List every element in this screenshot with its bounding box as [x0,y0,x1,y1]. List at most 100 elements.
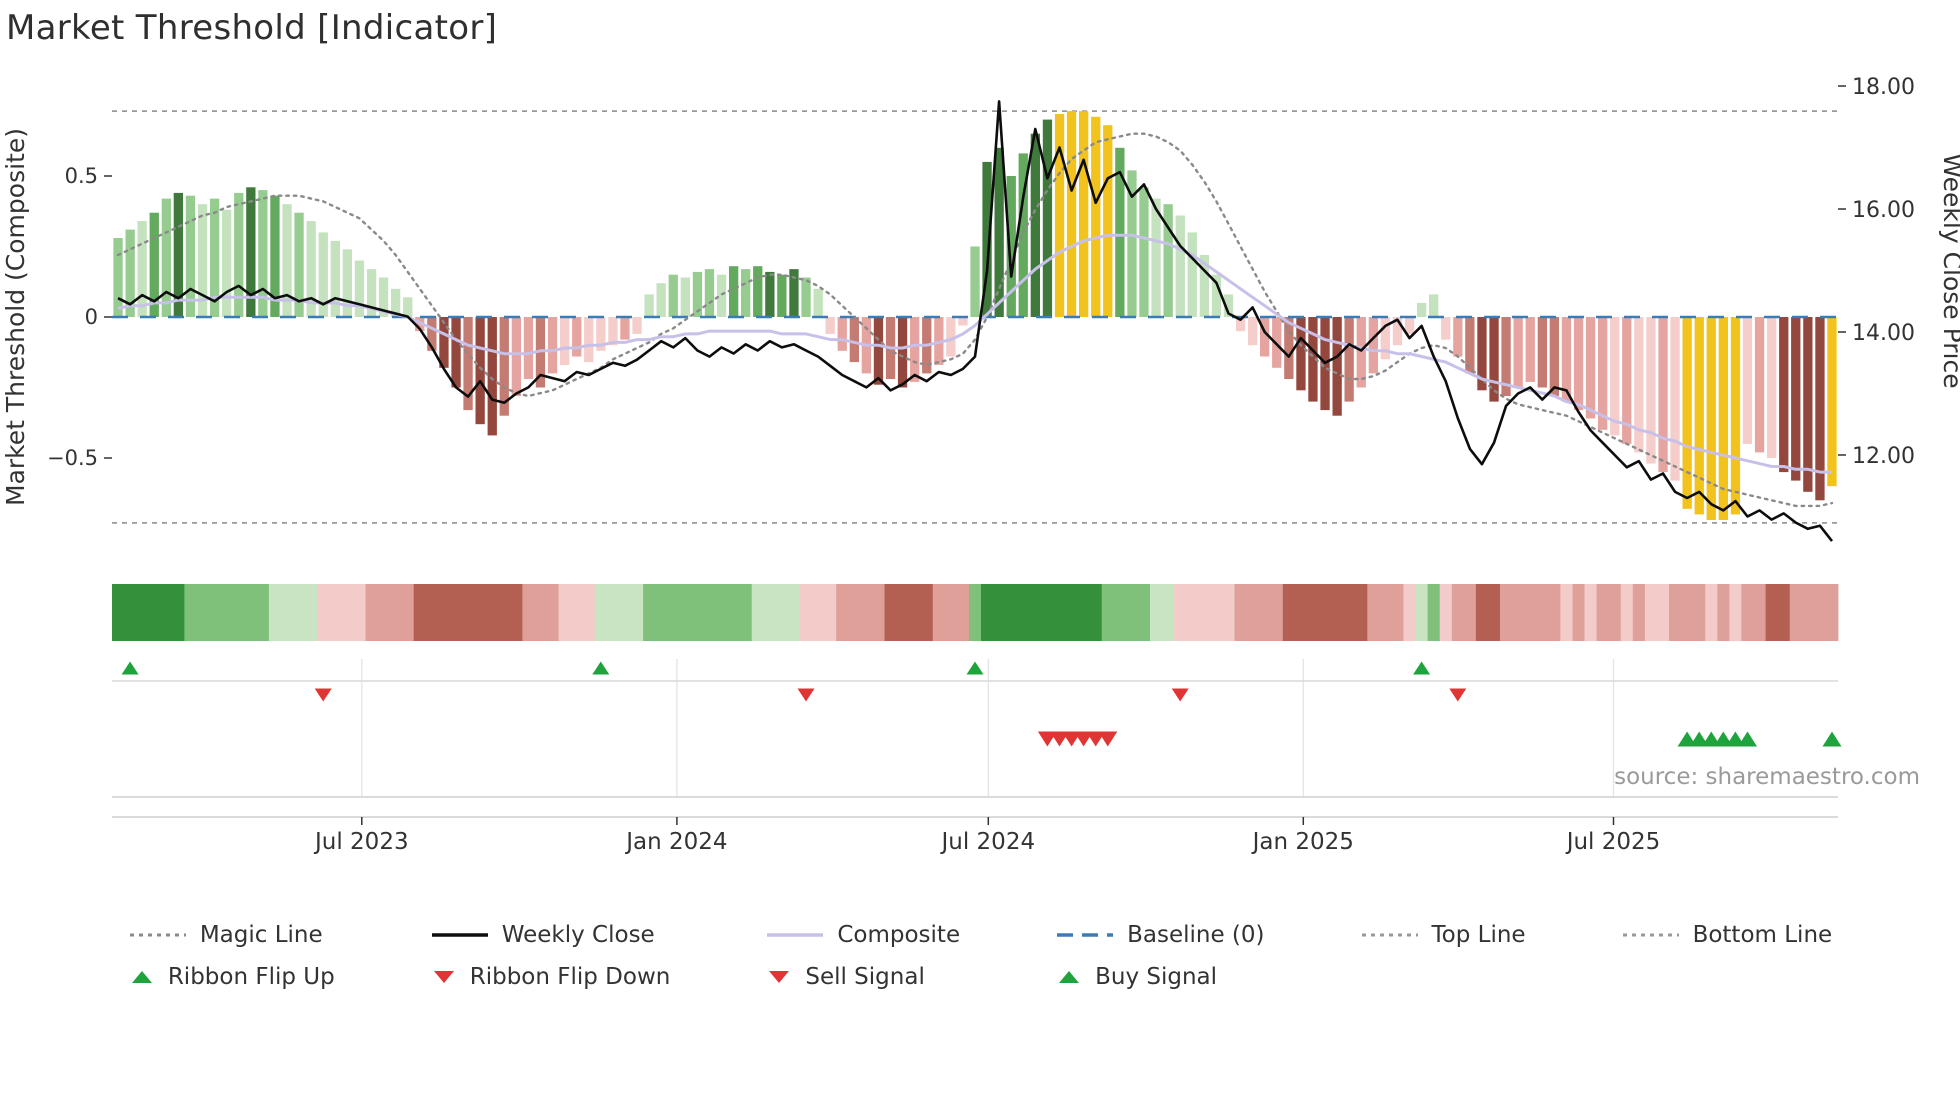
ribbon-cell [981,584,994,641]
indicator-bar [1513,317,1523,388]
indicator-bar [584,317,594,363]
legend-label: Composite [837,922,961,948]
ribbon-cell [1463,584,1477,641]
right-axis-tick-label: 12.00 [1852,444,1915,469]
indicator-bar [306,221,316,317]
ribbon-cell [1125,584,1139,641]
buy-signal-marker [1725,731,1745,747]
ribbon-cell [1548,584,1561,641]
indicator-bar [1754,317,1765,453]
ribbon-flip-down-marker [797,688,815,702]
ribbon-cell [1524,584,1537,641]
ribbon-cell [1560,584,1573,641]
ribbon-cell [872,584,885,641]
indicator-bar [1380,317,1390,360]
indicator-bar [741,269,751,317]
indicator-bar [1441,317,1451,340]
indicator-bar [897,317,908,388]
triangle-up-icon [131,971,152,983]
indicator-bar [765,271,775,317]
right-axis-tick-label: 14.00 [1852,321,1915,346]
ribbon-cell [1536,584,1549,641]
ribbon-cell [522,584,535,641]
indicator-bar [137,221,147,317]
ribbon-cell [244,584,258,641]
indicator-bar [1465,317,1475,374]
indicator-bar [1103,125,1113,317]
indicator-bar [427,317,437,351]
ribbon-cell [848,584,861,641]
indicator-bar [1525,317,1535,382]
indicator-bar [1079,111,1089,317]
ribbon-cell [1343,584,1356,641]
ribbon-cell [1113,584,1127,641]
ribbon-cell [1331,584,1344,641]
indicator-bar [825,317,835,334]
ribbon-cell [401,584,415,641]
indicator-bar [1561,317,1572,402]
ribbon-cell [1270,584,1284,641]
ribbon-cell [1644,584,1658,641]
ribbon-cell [727,584,741,641]
indicator-bar [656,283,666,317]
ribbon-cell [220,584,234,641]
indicator-bar [511,317,521,396]
sell-signal-marker [1050,731,1069,747]
legend-triangle [433,971,454,983]
ribbon-cell [1005,584,1018,641]
indicator-bar [1489,317,1499,402]
ribbon-cell [594,584,608,641]
indicator-bar [692,271,703,317]
indicator-bar [463,317,473,411]
ribbon-cell [1705,584,1718,641]
ribbon-cell [1258,584,1272,641]
indicator-bar [1634,317,1644,453]
sell-signal-marker [1086,731,1106,747]
ribbon-cell [305,584,318,641]
ribbon-cell [160,584,173,641]
ribbon-cell [124,584,137,641]
indicator-bar [994,147,1004,317]
indicator-bar [1127,170,1137,317]
sell-signal-marker [1074,731,1094,747]
ribbon-cell [655,584,668,641]
indicator-bar [1260,317,1270,357]
buy-signal-marker [1713,731,1733,747]
ribbon-cell [317,584,330,641]
ribbon-cell [618,584,632,641]
ribbon-cell [1632,584,1646,641]
indicator-bar [185,195,196,317]
ribbon-cell [1669,584,1682,641]
ribbon-cell [836,584,849,641]
indicator-bar [1272,317,1282,368]
indicator-bar [1610,317,1620,436]
indicator-bar [1501,317,1511,396]
ribbon-cell [1801,584,1815,641]
ribbon-cell [329,584,342,641]
indicator-bar [1356,317,1366,388]
ribbon-cell [1620,584,1634,641]
indicator-bar [149,212,159,317]
source-text: source: sharemaestro.com [1614,764,1920,790]
indicator-bar [1646,317,1656,464]
ribbon-cell [1427,584,1441,641]
indicator-bar [1453,317,1463,357]
ribbon-cell [1186,584,1199,641]
ribbon-cell [1089,584,1103,641]
indicator-bar [246,187,256,317]
ribbon-cell [546,584,559,641]
sell-signal-marker [1098,731,1118,747]
left-axis-tick-label: −0.5 [47,446,98,470]
indicator-bar [366,269,377,317]
indicator-bar [1404,317,1415,334]
buy-signal-marker [1677,731,1697,747]
ribbon-cell [606,584,620,641]
indicator-bar [1018,153,1028,317]
indicator-bar [1368,317,1378,374]
ribbon-cell [341,584,354,641]
indicator-bar [644,294,654,317]
ribbon-cell [1137,584,1151,641]
ribbon-cell [691,584,704,641]
ribbon-cell [136,584,149,641]
ribbon-flip-down-marker [1449,688,1467,702]
